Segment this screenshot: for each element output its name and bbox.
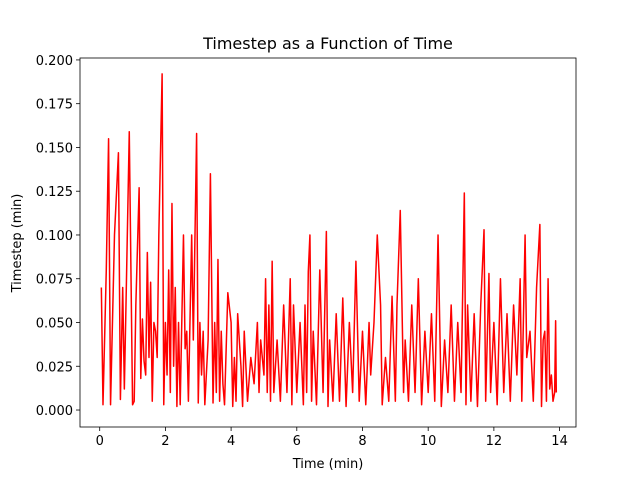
x-tick-label: 14 xyxy=(551,434,568,449)
x-axis-label: Time (min) xyxy=(292,457,364,472)
y-tick-label: 0.100 xyxy=(36,229,73,244)
y-axis-label: Timestep (min) xyxy=(10,194,25,294)
x-tick-label: 10 xyxy=(420,434,437,449)
y-tick-label: 0.150 xyxy=(36,141,73,156)
x-tick-label: 8 xyxy=(358,434,366,449)
y-tick-label: 0.175 xyxy=(36,98,73,113)
y-tick-label: 0.125 xyxy=(36,185,73,200)
y-tick-label: 0.000 xyxy=(36,404,73,419)
x-tick-label: 2 xyxy=(161,434,169,449)
chart-title: Timestep as a Function of Time xyxy=(202,34,453,53)
y-tick-label: 0.050 xyxy=(36,316,73,331)
plot-frame xyxy=(79,57,577,428)
data-line xyxy=(100,73,558,408)
y-tick-label: 0.200 xyxy=(36,54,73,69)
x-tick-label: 0 xyxy=(96,434,104,449)
y-tick-label: 0.025 xyxy=(36,360,73,375)
x-tick-label: 12 xyxy=(486,434,503,449)
x-tick-label: 6 xyxy=(293,434,301,449)
y-tick-label: 0.075 xyxy=(36,273,73,288)
x-tick-label: 4 xyxy=(227,434,235,449)
